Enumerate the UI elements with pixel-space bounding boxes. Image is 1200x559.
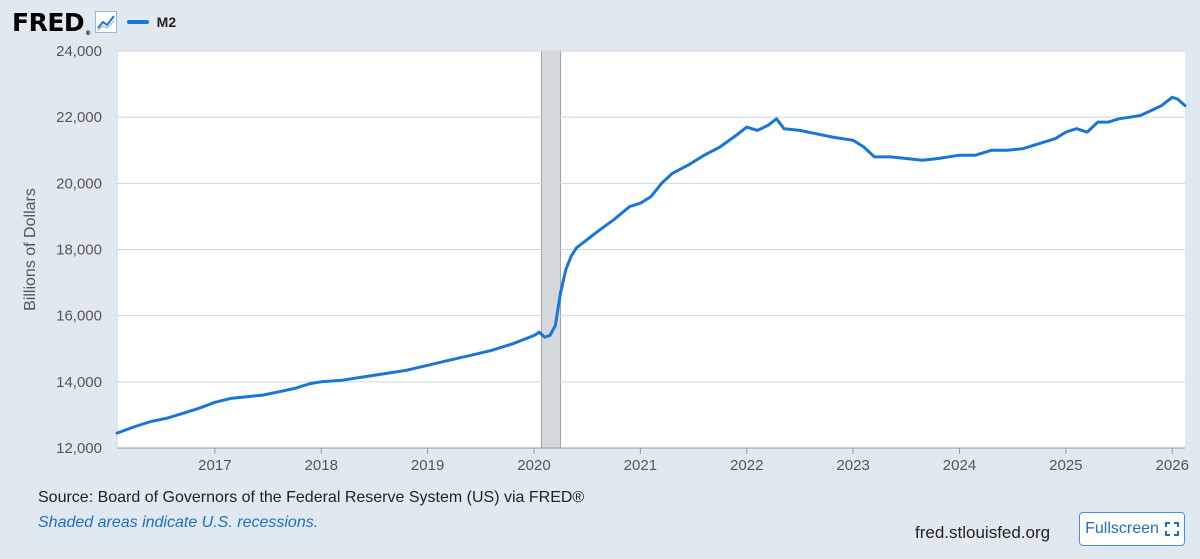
line-chart: 12,000 14,000 16,000 18,000 20,000 22,000 24,0…	[22, 43, 1189, 474]
recession-note: Shaded areas indicate U.S. recessions.	[38, 514, 319, 531]
series-line-m2	[115, 95, 1187, 435]
fullscreen-label: Fullscreen	[1085, 520, 1159, 537]
x-tick-label: 2020	[517, 457, 550, 474]
x-tick-label: 2026	[1156, 457, 1189, 474]
fullscreen-button[interactable]: Fullscreen	[1079, 512, 1185, 546]
x-tick-label: 2017	[198, 457, 231, 474]
y-tick-label: 22,000	[56, 109, 102, 126]
x-tick-label: 2024	[943, 457, 976, 474]
y-tick-label: 24,000	[56, 43, 102, 60]
x-tick-label: 2023	[836, 457, 869, 474]
x-tick-label: 2019	[411, 457, 444, 474]
source-text: Source: Board of Governors of the Federa…	[38, 489, 585, 506]
y-tick-label: 16,000	[56, 308, 102, 325]
fred-logo[interactable]: FRED®	[12, 7, 91, 37]
y-tick-label: 20,000	[56, 175, 102, 192]
y-tick-label: 18,000	[56, 242, 102, 259]
legend: M2	[126, 14, 177, 30]
legend-swatch	[126, 20, 149, 24]
x-tick-label: 2022	[730, 457, 763, 474]
y-axis-title: Billions of Dollars	[22, 188, 39, 311]
fullscreen-icon	[1164, 522, 1179, 536]
chart-header: FRED® M2	[12, 6, 176, 38]
y-tick-label: 12,000	[56, 440, 102, 457]
x-tick-label: 2018	[305, 457, 338, 474]
chart-trend-icon	[94, 11, 117, 33]
x-tick-label: 2025	[1049, 457, 1082, 474]
site-url[interactable]: fred.stlouisfed.org	[915, 523, 1051, 542]
x-tick-label: 2021	[624, 457, 657, 474]
legend-label: M2	[156, 14, 177, 30]
y-tick-label: 14,000	[56, 374, 102, 391]
